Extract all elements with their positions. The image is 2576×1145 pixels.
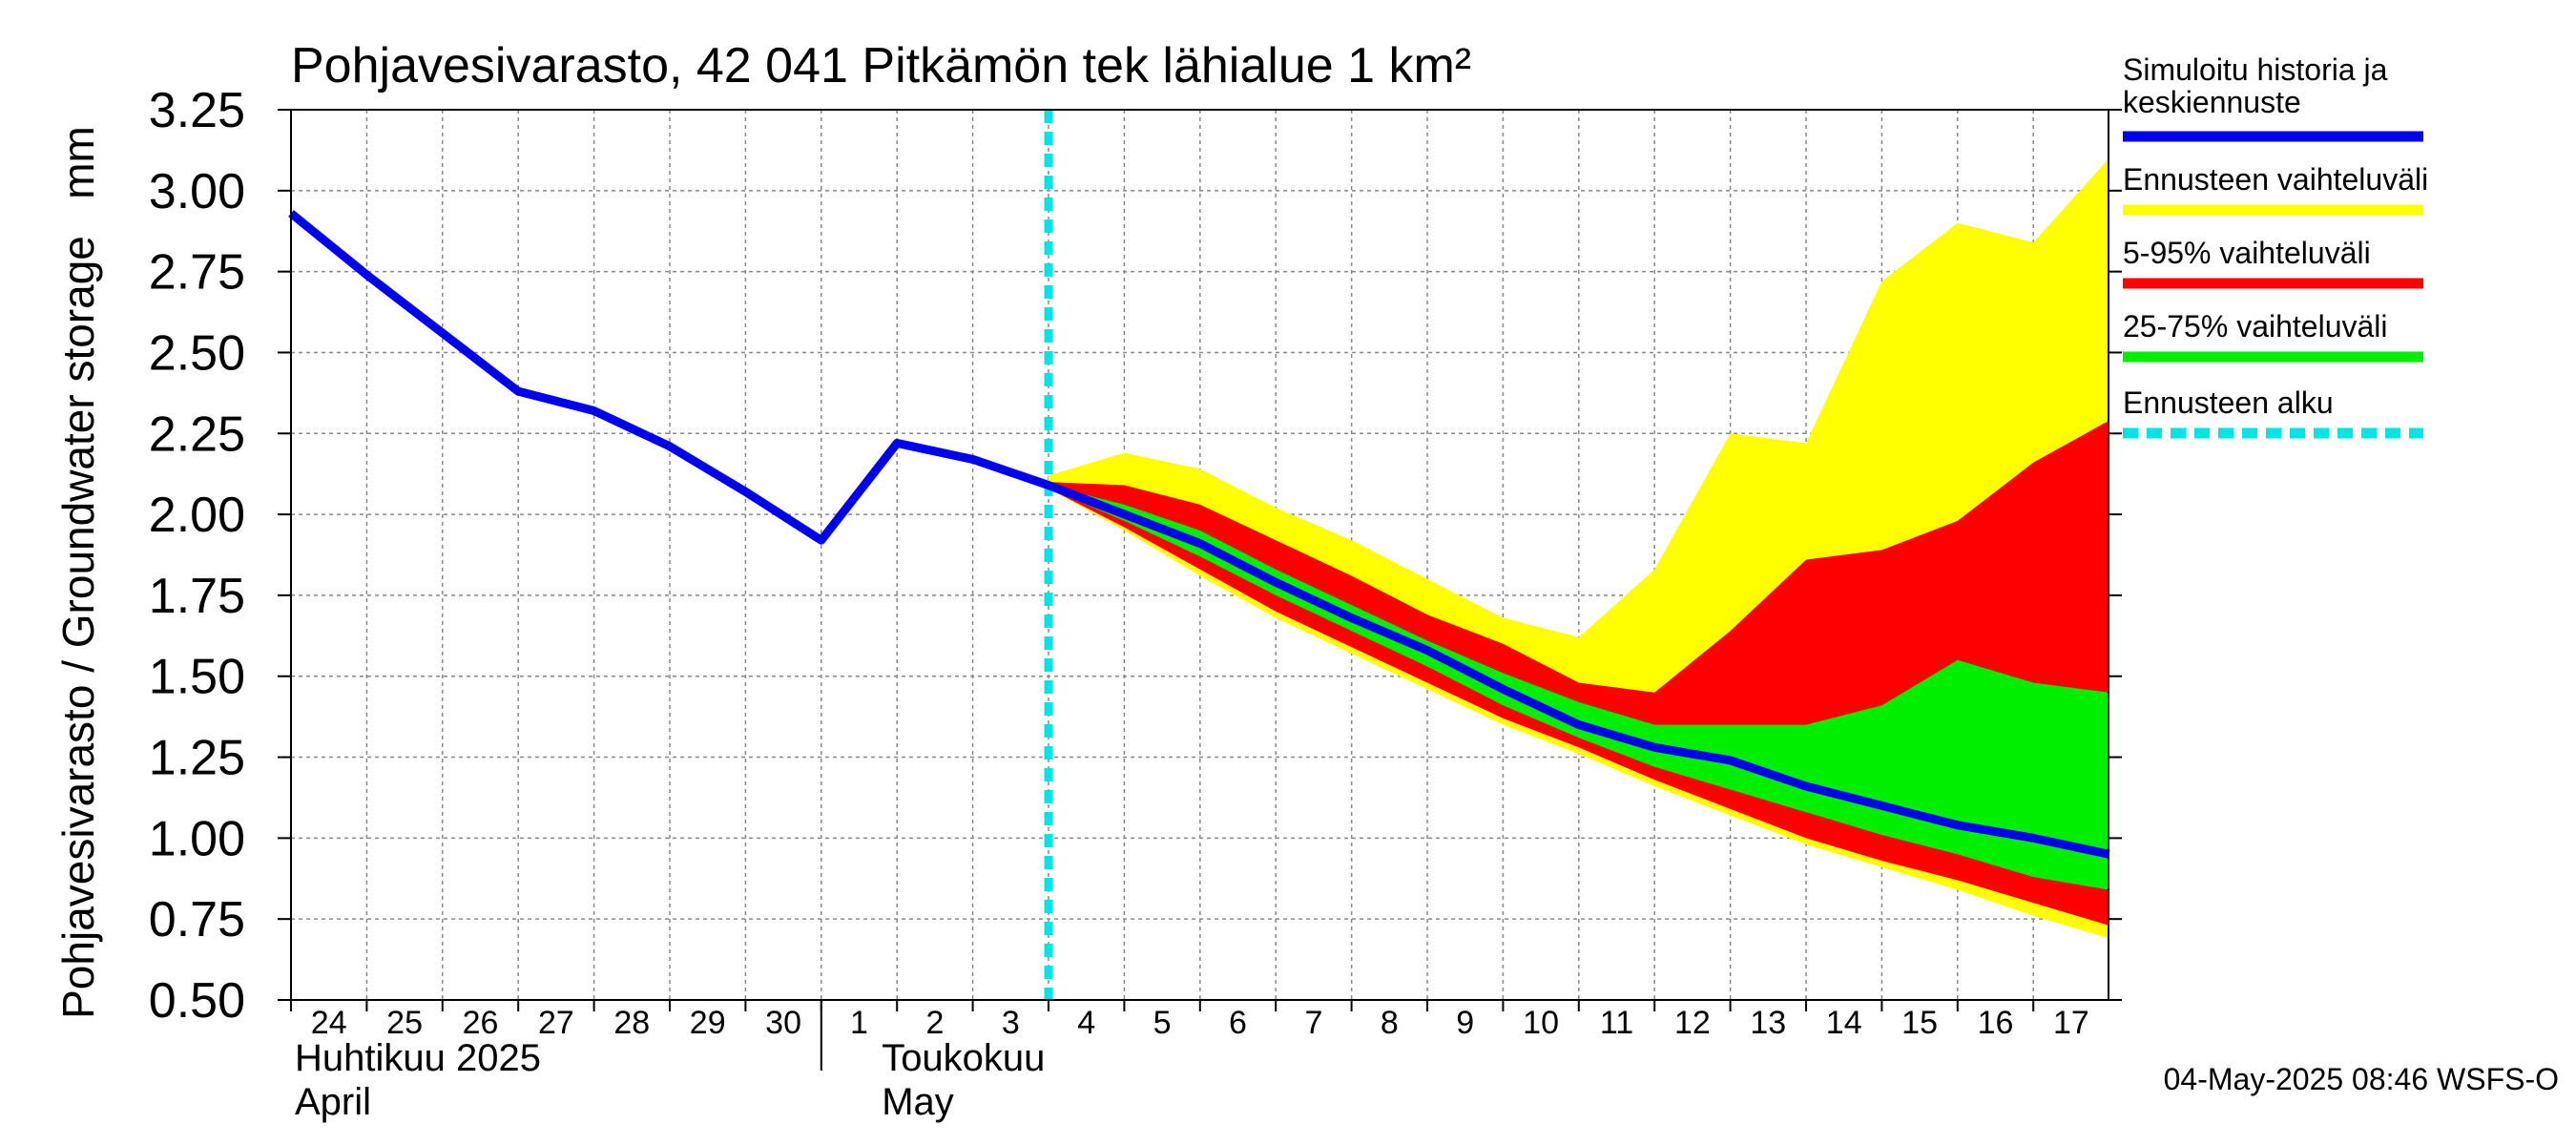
chart-title: Pohjavesivarasto, 42 041 Pitkämön tek lä… <box>291 38 1471 94</box>
x-tick-label: 11 <box>1600 1005 1633 1041</box>
median-series-line <box>288 210 2110 859</box>
y-tick-label: 2.50 <box>149 325 245 381</box>
x-tick-label: 2 <box>925 1005 944 1041</box>
x-tick-label: 5 <box>1153 1005 1172 1041</box>
legend-label: Ennusteen vaihteluväli <box>2123 162 2428 197</box>
x-tick-label: 1 <box>850 1005 868 1041</box>
y-tick-label: 2.75 <box>149 245 245 301</box>
x-tick-label: 15 <box>1901 1005 1938 1041</box>
x-tick-label: 25 <box>386 1005 423 1041</box>
x-tick-label: 13 <box>1750 1005 1786 1041</box>
legend-label: Simuloitu historia ja <box>2123 52 2388 87</box>
x-tick-label: 28 <box>613 1005 650 1041</box>
tick-labels: 0.50 0.75 1.00 1.25 1.50 1.75 2.00 2.25 2.50 2.75… <box>149 83 2089 1123</box>
x-tick-label: 29 <box>690 1005 726 1041</box>
y-axis-title: Pohjavesivarasto / Groundwater storage m… <box>53 126 103 1019</box>
timestamp-footer: 04-May-2025 08:46 WSFS-O <box>2164 1062 2559 1096</box>
legend-label: Ennusteen alku <box>2123 385 2334 420</box>
x-tick-label: 3 <box>1002 1005 1020 1041</box>
month-label-fi: Huhtikuu 2025 <box>295 1037 541 1079</box>
legend-label: keskiennuste <box>2123 85 2301 119</box>
x-tick-label: 8 <box>1381 1005 1399 1041</box>
x-tick-label: 9 <box>1456 1005 1474 1041</box>
band-25-75 <box>1049 485 2109 890</box>
y-tick-label: 2.00 <box>149 488 245 543</box>
y-tick-label: 3.00 <box>149 164 245 219</box>
month-label-en: April <box>295 1081 371 1123</box>
x-tick-label: 14 <box>1826 1005 1862 1041</box>
x-tick-label: 6 <box>1229 1005 1247 1041</box>
y-tick-label: 1.75 <box>149 569 245 624</box>
x-tick-label: 27 <box>538 1005 574 1041</box>
y-tick-label: 2.25 <box>149 406 245 462</box>
month-label-fi: Toukokuu <box>882 1037 1045 1079</box>
x-tick-label: 7 <box>1304 1005 1322 1041</box>
x-tick-label: 26 <box>463 1005 499 1041</box>
month-label-en: May <box>882 1081 954 1123</box>
x-tick-label: 17 <box>2053 1005 2089 1041</box>
y-tick-label: 1.00 <box>149 811 245 866</box>
x-tick-label: 4 <box>1077 1005 1095 1041</box>
x-tick-label: 10 <box>1523 1005 1559 1041</box>
y-tick-label: 1.25 <box>149 731 245 786</box>
y-tick-label: 1.50 <box>149 650 245 705</box>
series-lines <box>288 110 2110 1000</box>
x-tick-label: 12 <box>1674 1005 1711 1041</box>
y-tick-label: 0.50 <box>149 973 245 1029</box>
legend-label: 5-95% vaihteluväli <box>2123 236 2371 270</box>
x-tick-label: 16 <box>1978 1005 2014 1041</box>
y-tick-label: 3.25 <box>149 83 245 138</box>
y-tick-label: 0.75 <box>149 892 245 947</box>
x-tick-label: 24 <box>311 1005 347 1041</box>
legend-label: 25-75% vaihteluväli <box>2123 309 2388 344</box>
x-tick-label: 30 <box>765 1005 801 1041</box>
axes <box>278 109 2122 1071</box>
